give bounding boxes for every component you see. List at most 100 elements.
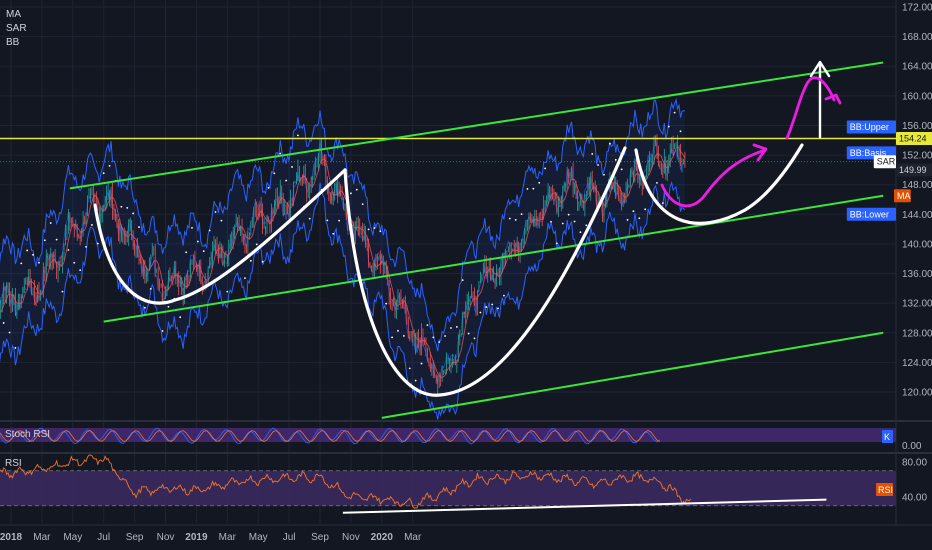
sar-dot: [426, 324, 429, 326]
sar-dot: [267, 186, 270, 189]
sar-dot: [444, 335, 446, 337]
sar-dot: [661, 202, 664, 204]
sar-dot: [385, 302, 388, 305]
channel-line: [103, 194, 884, 323]
price-tag: [846, 120, 896, 134]
sar-dot: [14, 347, 17, 349]
sar-dot: [644, 208, 647, 211]
sar-dot: [55, 238, 58, 241]
sar-dot: [550, 220, 552, 223]
price-tick-label: 128.00: [902, 328, 932, 339]
sar-dot: [408, 367, 411, 370]
time-tick-label: May: [249, 532, 268, 543]
sar-dot: [603, 173, 605, 176]
sar-dot: [61, 290, 64, 293]
sar-dot: [279, 152, 282, 155]
sar-dot: [656, 182, 658, 184]
sar-dot: [402, 335, 405, 337]
sar-dot: [420, 362, 423, 365]
price-tick-label: 168.00: [902, 32, 932, 43]
rsi-trendline: [342, 498, 827, 514]
sar-dots: [2, 111, 682, 382]
stoch-k-line: [0, 427, 661, 445]
price-tag-label: BB:Lower: [850, 209, 889, 219]
price-tag-label: SAR: [877, 157, 896, 167]
sar-dot: [597, 164, 599, 166]
time-tick-label: Jul: [283, 532, 296, 543]
sar-dot: [579, 231, 582, 234]
sar-dot: [196, 240, 199, 243]
indicator-name: BB: [6, 37, 20, 48]
time-axis: Nov2018MarMayJulSepNov2019MarMayJulSepNo…: [0, 532, 422, 543]
sar-dot: [2, 322, 5, 324]
sar-dot: [567, 213, 570, 216]
sar-dot: [8, 331, 11, 334]
time-tick-label: Mar: [404, 532, 422, 543]
sar-dot: [38, 261, 40, 264]
sar-dot: [438, 341, 441, 343]
time-tick-label: 2020: [371, 532, 394, 543]
sar-dot: [202, 250, 205, 253]
sar-dot: [573, 220, 576, 223]
sar-dot: [538, 181, 541, 184]
sar-dot: [397, 329, 399, 332]
rsi-line: [0, 454, 692, 509]
price-tag: [873, 155, 896, 169]
sar-dot: [208, 229, 211, 232]
sar-dot: [244, 277, 246, 280]
projection-path-2: [785, 76, 842, 140]
price-tag: [894, 189, 911, 203]
sar-dot: [255, 243, 258, 246]
indicator-name: SAR: [6, 23, 27, 34]
sar-dot: [491, 303, 494, 306]
rsi-pane: RSI 80.00 40.00 RSI: [0, 454, 927, 514]
sar-dot: [591, 153, 594, 155]
sar-dot: [497, 307, 499, 310]
time-tick-label: Sep: [311, 532, 329, 543]
sar-dot: [450, 327, 452, 329]
indicator-name: MA: [6, 9, 21, 20]
price-tag-label: MA: [897, 191, 911, 201]
sar-dot: [667, 125, 670, 128]
sar-dot: [120, 205, 123, 208]
sar-dot: [520, 213, 523, 215]
sar-dot: [461, 279, 464, 282]
sar-dot: [20, 262, 23, 265]
sar-dot: [326, 219, 329, 222]
rsi-tag-label: RSI: [878, 485, 893, 495]
time-tick-label: May: [63, 532, 82, 543]
stoch-rsi-pane: Stoch RSI 0.00 K: [0, 427, 922, 452]
sar-dot: [367, 228, 370, 231]
stoch-k-tag-label: K: [884, 432, 890, 442]
sar-dot: [585, 224, 588, 227]
sar-dot: [285, 179, 288, 182]
price-tick-label: 156.00: [902, 121, 932, 132]
projection-path-1: [660, 143, 768, 208]
rsi-tick-label: 80.00: [902, 458, 927, 469]
sar-dot: [126, 207, 129, 209]
sar-dot: [67, 249, 70, 251]
sar-dot: [503, 294, 505, 297]
sar-dot: [479, 311, 482, 314]
sar-dot: [96, 242, 99, 245]
sar-dot: [673, 111, 676, 114]
sar-dot: [514, 219, 517, 221]
time-tick-label: Mar: [33, 532, 51, 543]
sar-dot: [391, 336, 393, 339]
time-tick-label: Sep: [126, 532, 144, 543]
sar-dot: [485, 306, 488, 308]
price-tag-label: BB:Upper: [850, 122, 889, 132]
sar-dot: [626, 219, 629, 221]
sar-dot: [144, 306, 146, 309]
sar-dot: [85, 245, 87, 248]
sar-dot: [473, 337, 476, 340]
price-tick-label: 172.00: [902, 3, 932, 14]
sar-dot: [532, 187, 535, 190]
sar-dot: [91, 224, 93, 226]
sar-dot: [73, 261, 76, 264]
time-tick-label: 2018: [0, 532, 23, 543]
sar-dot: [350, 192, 352, 195]
stoch-tick-label: 0.00: [902, 441, 922, 452]
price-tag-label: 149.99: [899, 165, 927, 175]
